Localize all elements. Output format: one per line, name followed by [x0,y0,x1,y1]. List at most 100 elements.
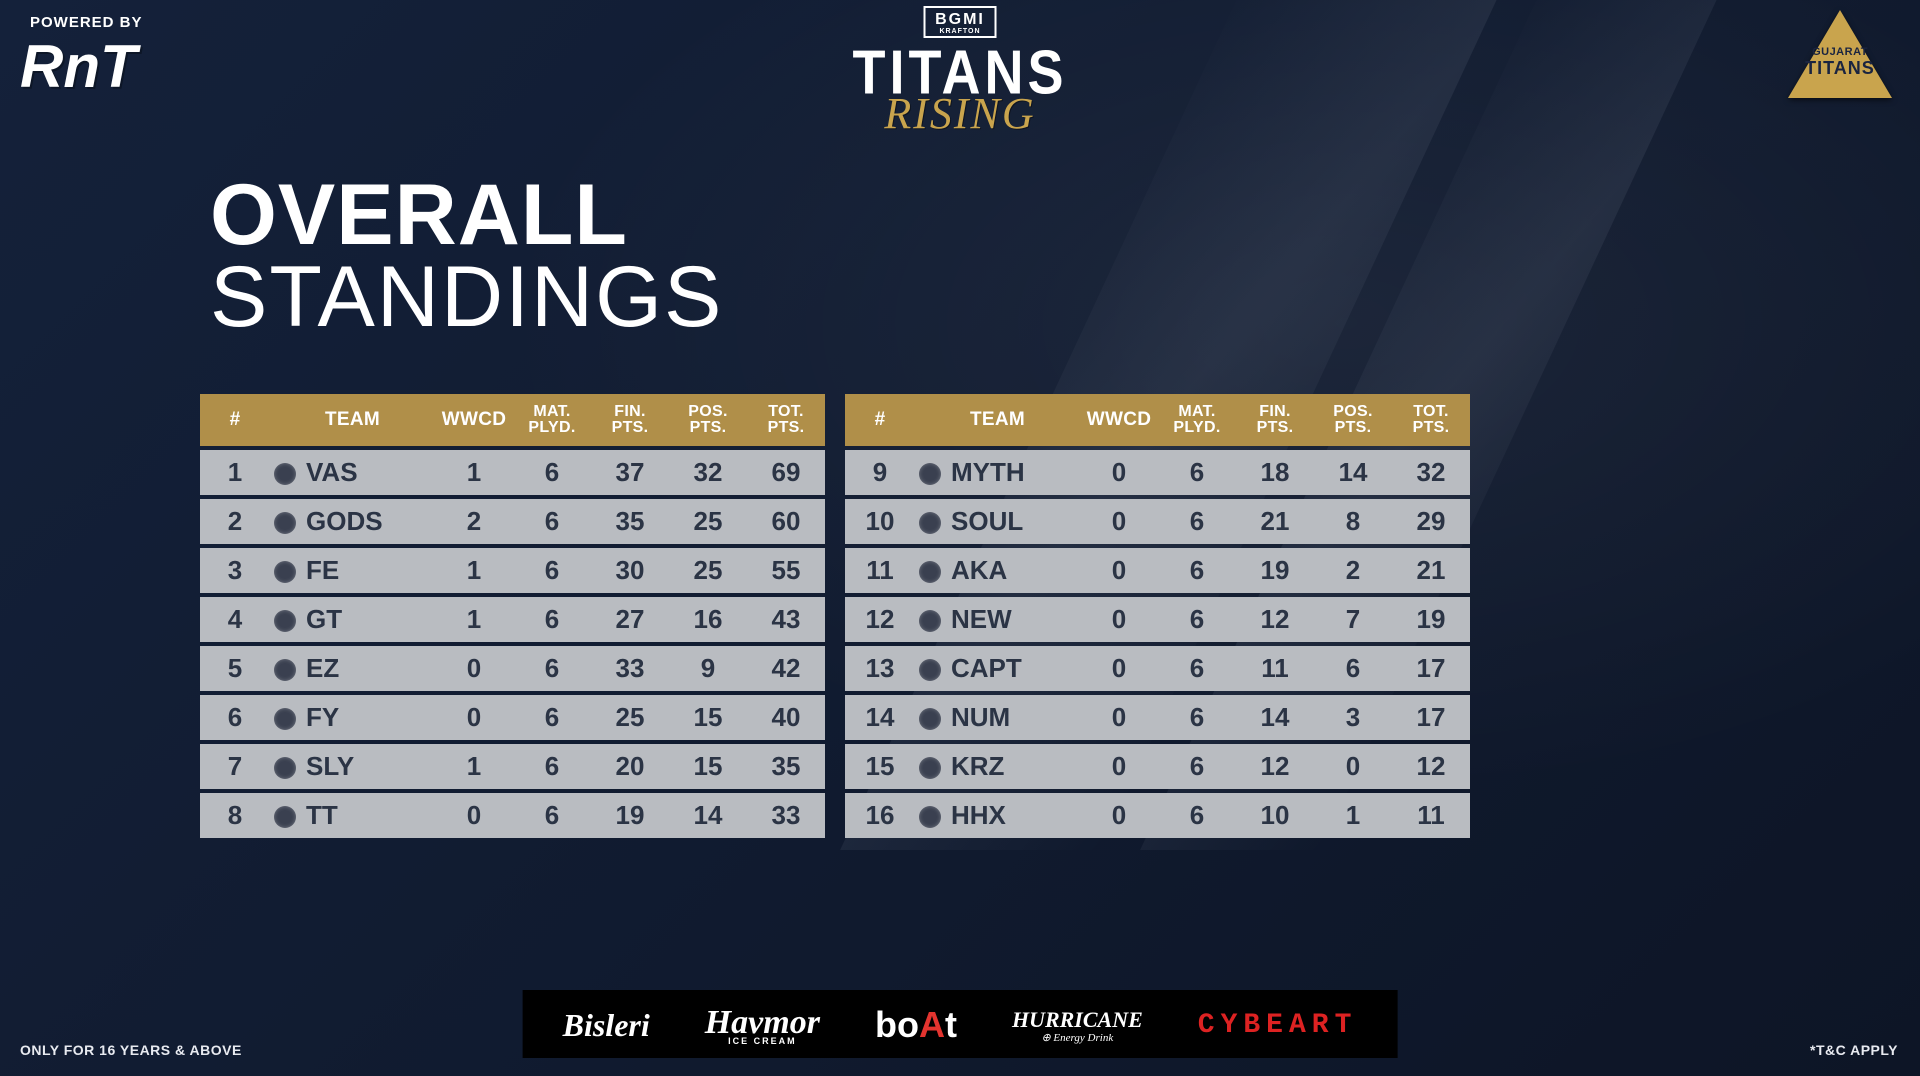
cell-fin: 33 [591,646,669,691]
table-header-row: #TEAMWWCDMAT.PLYD.FIN.PTS.POS.PTS.TOT.PT… [845,394,1470,446]
cell-mat: 6 [1158,450,1236,495]
cell-pos: 9 [669,646,747,691]
cell-tot: 21 [1392,548,1470,593]
cell-rank: 3 [200,548,270,593]
cell-mat: 6 [513,744,591,789]
cell-rank: 9 [845,450,915,495]
gt-logo-text: GUJARAT TITANS [1785,46,1895,79]
cell-tot: 60 [747,499,825,544]
hurricane-sub: ⊕ Energy Drink [1012,1031,1143,1044]
team-icon [274,708,296,730]
boat-post: t [945,1004,957,1045]
cell-tot: 40 [747,695,825,740]
cell-pos: 15 [669,744,747,789]
cell-team: MYTH [915,450,1080,495]
table-row: 12NEW0612719 [845,597,1470,642]
cell-wwcd: 0 [1080,793,1158,838]
cell-mat: 6 [1158,744,1236,789]
cell-team: NEW [915,597,1080,642]
hurricane-text: HURRICANE [1012,1007,1143,1032]
col-tot-pts: TOT.PTS. [1392,394,1470,446]
col-rank: # [845,394,915,446]
cell-tot: 32 [1392,450,1470,495]
cell-pos: 15 [669,695,747,740]
cell-rank: 14 [845,695,915,740]
col-wwcd: WWCD [1080,394,1158,446]
cell-fin: 12 [1236,597,1314,642]
cell-wwcd: 1 [435,450,513,495]
team-icon [274,806,296,828]
cell-wwcd: 1 [435,597,513,642]
cell-rank: 7 [200,744,270,789]
cell-pos: 16 [669,597,747,642]
team-icon [919,512,941,534]
cell-rank: 5 [200,646,270,691]
cell-wwcd: 0 [1080,548,1158,593]
table-row: 13CAPT0611617 [845,646,1470,691]
boat-pre: bo [875,1004,919,1045]
title-line2: STANDINGS [210,257,723,339]
col-mat-plyd: MAT.PLYD. [1158,394,1236,446]
table-row: 14NUM0614317 [845,695,1470,740]
cell-team: TT [270,793,435,838]
gujarat-titans-logo: GUJARAT TITANS [1785,10,1895,110]
cell-pos: 25 [669,499,747,544]
cell-team: GT [270,597,435,642]
cell-mat: 6 [1158,646,1236,691]
team-icon [919,659,941,681]
standings-table-left: #TEAMWWCDMAT.PLYD.FIN.PTS.POS.PTS.TOT.PT… [200,390,825,842]
team-icon [274,659,296,681]
cell-wwcd: 0 [435,793,513,838]
event-logo: BGMI KRAFTON TITANS RISING [853,6,1068,139]
cell-fin: 20 [591,744,669,789]
cell-pos: 25 [669,548,747,593]
cell-tot: 19 [1392,597,1470,642]
bgmi-label: BGMI [935,11,985,29]
cell-mat: 6 [513,450,591,495]
team-icon [919,610,941,632]
cell-pos: 2 [1314,548,1392,593]
title-line1: OVERALL [210,175,723,257]
cell-fin: 19 [591,793,669,838]
table-row: 6FY06251540 [200,695,825,740]
table-row: 11AKA0619221 [845,548,1470,593]
cell-mat: 6 [513,499,591,544]
cell-tot: 11 [1392,793,1470,838]
col-pos-pts: POS.PTS. [669,394,747,446]
cell-rank: 4 [200,597,270,642]
sponsor-havmor: Havmor ICE CREAM [705,1004,820,1046]
col-rank: # [200,394,270,446]
team-icon [274,463,296,485]
cell-team: AKA [915,548,1080,593]
bgmi-badge: BGMI KRAFTON [923,6,997,38]
cell-tot: 43 [747,597,825,642]
cell-wwcd: 0 [1080,646,1158,691]
cell-mat: 6 [1158,695,1236,740]
cell-team: NUM [915,695,1080,740]
col-team: TEAM [270,394,435,446]
cell-wwcd: 0 [435,695,513,740]
col-team: TEAM [915,394,1080,446]
cell-rank: 13 [845,646,915,691]
team-icon [274,561,296,583]
cell-tot: 29 [1392,499,1470,544]
cell-mat: 6 [513,646,591,691]
footer-age-notice: ONLY FOR 16 YEARS & ABOVE [20,1042,242,1058]
cell-rank: 15 [845,744,915,789]
gt-bottom: TITANS [1785,58,1895,79]
cell-pos: 14 [1314,450,1392,495]
cell-tot: 17 [1392,695,1470,740]
rnt-logo: RnT [20,32,137,101]
bgmi-sublabel: KRAFTON [935,28,985,35]
team-icon [919,708,941,730]
table-row: 16HHX0610111 [845,793,1470,838]
cell-pos: 7 [1314,597,1392,642]
cell-mat: 6 [513,597,591,642]
cell-wwcd: 2 [435,499,513,544]
cell-team: EZ [270,646,435,691]
cell-pos: 0 [1314,744,1392,789]
cell-team: SLY [270,744,435,789]
cell-fin: 37 [591,450,669,495]
cell-wwcd: 0 [1080,499,1158,544]
cell-mat: 6 [1158,499,1236,544]
